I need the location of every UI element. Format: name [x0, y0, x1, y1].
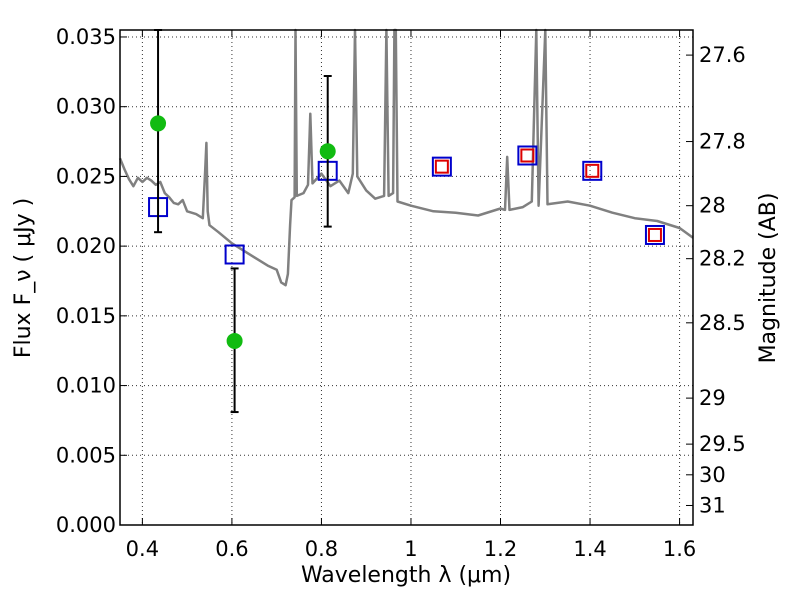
plot-frame — [119, 29, 694, 526]
model-magnitude-square — [582, 160, 603, 181]
x-tick-label: 0.8 — [305, 537, 338, 561]
x-tick-label: 1 — [404, 537, 417, 561]
mag-tick-label: 27.8 — [699, 130, 746, 154]
right-axis-label: Magnitude (AB) — [756, 193, 781, 364]
y-tick-label: 0.030 — [56, 95, 116, 119]
mag-tick-label: 28.5 — [699, 311, 746, 335]
observation-point — [226, 332, 243, 349]
model-magnitude-square — [517, 145, 538, 166]
x-tick-label: 1.6 — [663, 537, 696, 561]
small-magnitude-square — [585, 163, 600, 178]
spectrum-line — [118, 28, 694, 287]
model-magnitude-square — [644, 224, 665, 245]
y-tick-label: 0.025 — [56, 164, 116, 188]
x-tick-label: 0.6 — [215, 537, 248, 561]
axis-ticks: 0.4 0.6 0.8 1 1.2 1.4 1.6 0.000 0.005 0.010 0.015 0… — [56, 25, 746, 561]
small-magnitude-square — [647, 227, 662, 242]
y-tick-label: 0.020 — [56, 234, 116, 258]
observation-point — [150, 115, 167, 132]
small-magnitude-square — [434, 159, 449, 174]
y-axis-label: Flux F_ν ( μJy ) — [11, 198, 36, 358]
mag-tick-label: 27.6 — [699, 43, 746, 67]
data-series — [118, 28, 694, 414]
mag-tick-label: 28 — [699, 194, 726, 218]
observation-point — [319, 143, 336, 160]
y-tick-label: 0.010 — [56, 374, 116, 398]
y-tick-label: 0.000 — [56, 513, 116, 537]
model-magnitude-square — [224, 244, 245, 265]
model-magnitude-square — [431, 156, 452, 177]
mag-tick-label: 29 — [699, 386, 726, 410]
x-tick-label: 0.4 — [126, 537, 159, 561]
x-tick-label: 1.4 — [573, 537, 606, 561]
mag-tick-label: 30 — [699, 463, 726, 487]
grid — [120, 30, 693, 526]
x-axis-label: Wavelength λ (μm) — [301, 563, 511, 588]
mag-tick-label: 29.5 — [699, 432, 746, 456]
small-magnitude-square — [520, 148, 535, 163]
mag-tick-label: 28.2 — [699, 247, 746, 271]
y-tick-label: 0.005 — [56, 443, 116, 467]
y-tick-label: 0.035 — [56, 25, 116, 49]
y-tick-label: 0.015 — [56, 304, 116, 328]
x-tick-label: 1.2 — [484, 537, 517, 561]
mag-tick-label: 31 — [699, 493, 726, 517]
